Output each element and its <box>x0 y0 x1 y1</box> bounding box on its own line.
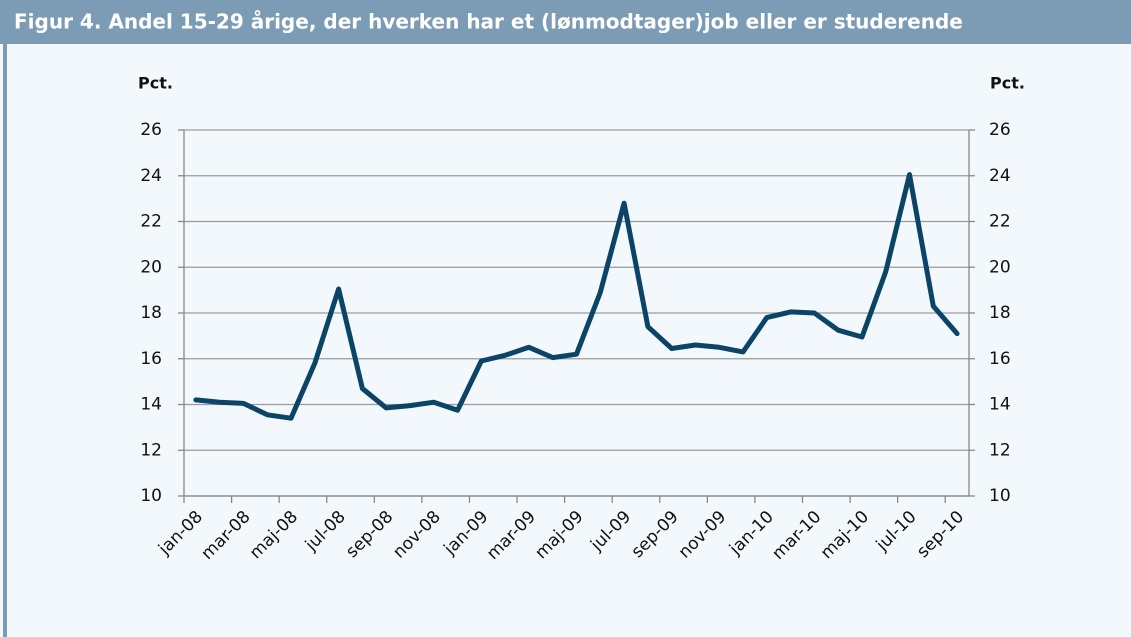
y2-tick-label: 20 <box>989 257 1011 277</box>
y-tick-label: 24 <box>140 166 162 186</box>
y2-tick-label: 22 <box>989 212 1011 232</box>
left-border <box>3 44 7 637</box>
title-bar <box>0 0 1131 44</box>
y-tick-label: 22 <box>140 212 162 232</box>
y-tick-label: 18 <box>140 303 162 323</box>
y-tick-label: 14 <box>140 395 162 415</box>
y2-tick-label: 10 <box>989 486 1011 506</box>
chart-title: Figur 4. Andel 15-29 årige, der hverken … <box>14 10 963 34</box>
line-series <box>193 172 960 421</box>
y2-tick-label: 26 <box>989 120 1011 140</box>
y2-axis-label: Pct. <box>990 74 1025 93</box>
y-tick-label: 26 <box>140 120 162 140</box>
y2-tick-label: 18 <box>989 303 1011 323</box>
y2-tick-label: 16 <box>989 349 1011 369</box>
y-tick-label: 10 <box>140 486 162 506</box>
y2-tick-label: 24 <box>989 166 1011 186</box>
y2-tick-label: 14 <box>989 395 1011 415</box>
y-tick-label: 12 <box>140 440 162 460</box>
y-tick-label: 20 <box>140 257 162 277</box>
y-axis-label: Pct. <box>138 74 173 93</box>
y2-tick-label: 12 <box>989 440 1011 460</box>
y-tick-label: 16 <box>140 349 162 369</box>
